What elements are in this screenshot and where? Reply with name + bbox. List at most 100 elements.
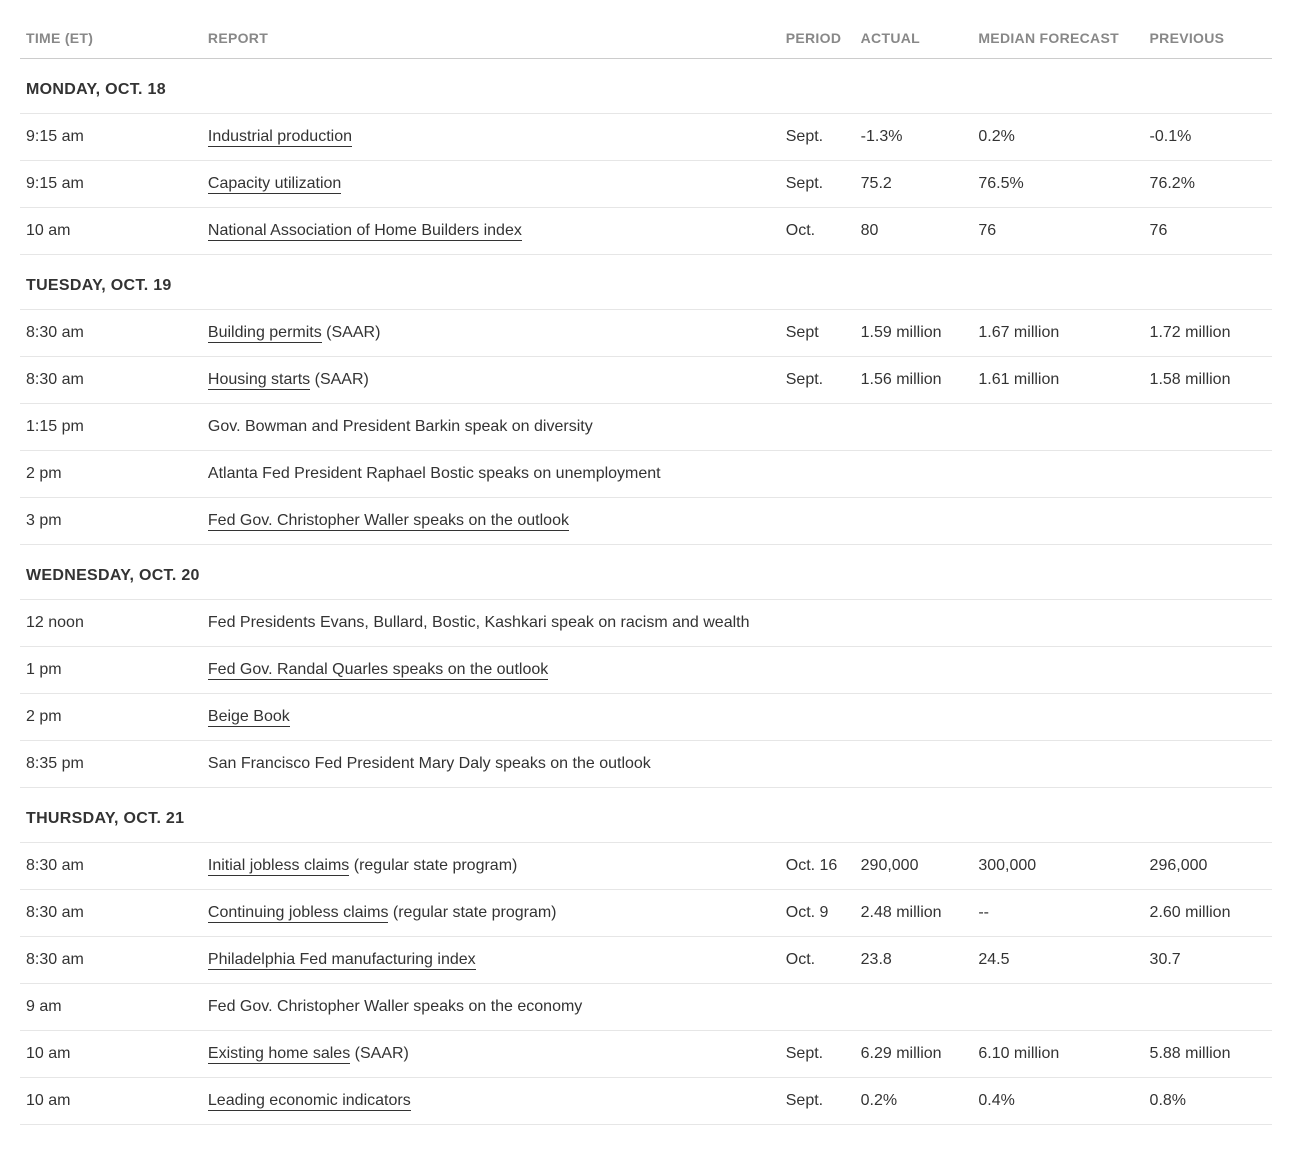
cell-previous: -0.1% — [1144, 114, 1272, 161]
cell-actual — [855, 694, 973, 741]
cell-actual — [855, 647, 973, 694]
cell-period: Oct. — [780, 937, 855, 984]
cell-previous — [1144, 451, 1272, 498]
report-suffix: (regular state program) — [349, 857, 517, 874]
table-row: 8:30 am Building permits (SAAR) Sept1.59 m… — [20, 310, 1272, 357]
report-link[interactable]: Capacity utilization — [208, 175, 341, 194]
report-link[interactable]: Existing home sales — [208, 1045, 350, 1064]
cell-forecast — [972, 600, 1143, 647]
cell-forecast: 300,000 — [972, 843, 1143, 890]
table-row: 8:30 am Philadelphia Fed manufacturing in… — [20, 937, 1272, 984]
day-header-label: THURSDAY, OCT. 21 — [20, 788, 1272, 843]
cell-actual: 6.29 million — [855, 1031, 973, 1078]
cell-previous — [1144, 694, 1272, 741]
col-header-forecast: MEDIAN FORECAST — [972, 20, 1143, 59]
cell-period — [780, 647, 855, 694]
cell-actual: 290,000 — [855, 843, 973, 890]
table-row: 9:15 amIndustrial productionSept.-1.3%0.… — [20, 114, 1272, 161]
cell-period: Oct. 9 — [780, 890, 855, 937]
cell-previous: 76.2% — [1144, 161, 1272, 208]
cell-forecast: 0.4% — [972, 1078, 1143, 1125]
cell-period — [780, 600, 855, 647]
cell-actual: 1.56 million — [855, 357, 973, 404]
cell-forecast: -- — [972, 890, 1143, 937]
cell-time: 2 pm — [20, 451, 202, 498]
cell-previous: 30.7 — [1144, 937, 1272, 984]
cell-forecast — [972, 647, 1143, 694]
cell-previous — [1144, 647, 1272, 694]
table-row: 3 pmFed Gov. Christopher Waller speaks o… — [20, 498, 1272, 545]
cell-previous — [1144, 498, 1272, 545]
table-row: 8:30 am Continuing jobless claims (regula… — [20, 890, 1272, 937]
report-link[interactable]: Initial jobless claims — [208, 857, 349, 876]
cell-forecast: 24.5 — [972, 937, 1143, 984]
cell-actual: -1.3% — [855, 114, 973, 161]
day-header-label: MONDAY, OCT. 18 — [20, 59, 1272, 114]
cell-period — [780, 694, 855, 741]
day-header-label: WEDNESDAY, OCT. 20 — [20, 545, 1272, 600]
report-link[interactable]: Philadelphia Fed manufacturing index — [208, 951, 476, 970]
report-suffix: (SAAR) — [322, 324, 381, 341]
cell-forecast: 76 — [972, 208, 1143, 255]
cell-time: 9 am — [20, 984, 202, 1031]
cell-report: Existing home sales (SAAR) — [202, 1031, 780, 1078]
col-header-time: TIME (ET) — [20, 20, 202, 59]
table-row: 10 am National Association of Home Builde… — [20, 208, 1272, 255]
report-suffix: (regular state program) — [388, 904, 556, 921]
cell-report: Initial jobless claims (regular state pr… — [202, 843, 780, 890]
report-link[interactable]: National Association of Home Builders in… — [208, 222, 522, 241]
report-link[interactable]: Building permits — [208, 324, 322, 343]
table-row: 2 pmBeige Book — [20, 694, 1272, 741]
cell-report: Atlanta Fed President Raphael Bostic spe… — [202, 451, 780, 498]
cell-time: 8:30 am — [20, 310, 202, 357]
table-row: 10 amLeading economic indicatorsSept.0.2… — [20, 1078, 1272, 1125]
cell-period: Sept. — [780, 161, 855, 208]
cell-period — [780, 741, 855, 788]
cell-previous: 1.58 million — [1144, 357, 1272, 404]
report-suffix: (SAAR) — [350, 1045, 409, 1062]
day-header-row: THURSDAY, OCT. 21 — [20, 788, 1272, 843]
header-row: TIME (ET) REPORT PERIOD ACTUAL MEDIAN FO… — [20, 20, 1272, 59]
day-header-row: WEDNESDAY, OCT. 20 — [20, 545, 1272, 600]
cell-period: Sept. — [780, 114, 855, 161]
day-header-label: TUESDAY, OCT. 19 — [20, 255, 1272, 310]
report-link[interactable]: Beige Book — [208, 708, 290, 727]
economic-calendar-table: TIME (ET) REPORT PERIOD ACTUAL MEDIAN FO… — [20, 20, 1272, 1125]
cell-actual — [855, 600, 973, 647]
cell-period: Sept. — [780, 357, 855, 404]
table-row: 8:30 amInitial jobless claims (regular s… — [20, 843, 1272, 890]
report-link[interactable]: Leading economic indicators — [208, 1092, 411, 1111]
report-link[interactable]: Industrial production — [208, 128, 352, 147]
cell-report: Capacity utilization — [202, 161, 780, 208]
cell-time: 12 noon — [20, 600, 202, 647]
cell-time: 10 am — [20, 1031, 202, 1078]
report-suffix: Fed Presidents Evans, Bullard, Bostic, K… — [208, 614, 750, 631]
cell-actual: 2.48 million — [855, 890, 973, 937]
cell-time: 8:30 am — [20, 843, 202, 890]
day-header-row: TUESDAY, OCT. 19 — [20, 255, 1272, 310]
cell-time: 10 am — [20, 208, 202, 255]
report-link[interactable]: Fed Gov. Christopher Waller speaks on th… — [208, 512, 569, 531]
day-header-row: MONDAY, OCT. 18 — [20, 59, 1272, 114]
table-row: 12 noon Fed Presidents Evans, Bullard, Bo… — [20, 600, 1272, 647]
col-header-previous: PREVIOUS — [1144, 20, 1272, 59]
cell-period — [780, 498, 855, 545]
cell-time: 8:30 am — [20, 357, 202, 404]
report-suffix: Gov. Bowman and President Barkin speak o… — [208, 418, 593, 435]
report-suffix: (SAAR) — [310, 371, 369, 388]
report-link[interactable]: Fed Gov. Randal Quarles speaks on the ou… — [208, 661, 548, 680]
cell-actual: 1.59 million — [855, 310, 973, 357]
cell-time: 8:30 am — [20, 890, 202, 937]
report-link[interactable]: Continuing jobless claims — [208, 904, 389, 923]
cell-forecast — [972, 404, 1143, 451]
cell-forecast — [972, 694, 1143, 741]
cell-time: 9:15 am — [20, 161, 202, 208]
report-link[interactable]: Housing starts — [208, 371, 310, 390]
cell-actual: 23.8 — [855, 937, 973, 984]
cell-time: 1:15 pm — [20, 404, 202, 451]
table-row: 2 pmAtlanta Fed President Raphael Bostic… — [20, 451, 1272, 498]
cell-report: Fed Gov. Christopher Waller speaks on th… — [202, 984, 780, 1031]
cell-period: Sept — [780, 310, 855, 357]
cell-time: 8:30 am — [20, 937, 202, 984]
cell-actual — [855, 741, 973, 788]
